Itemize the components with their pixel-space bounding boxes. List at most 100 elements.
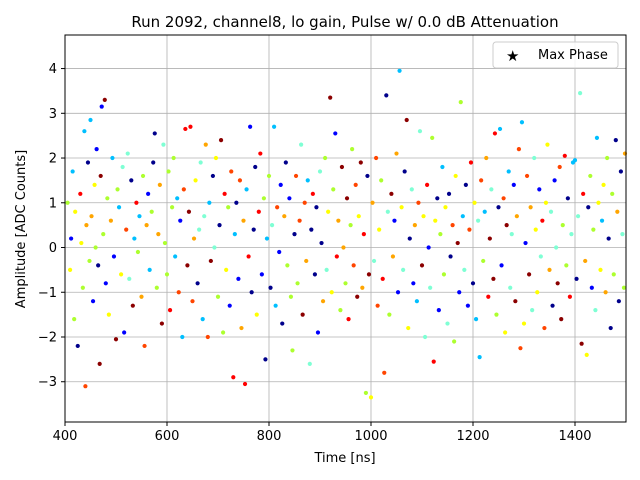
data-point [151, 160, 156, 165]
data-point [382, 370, 387, 375]
data-point [110, 155, 115, 161]
data-point [108, 218, 113, 223]
data-point [78, 191, 83, 196]
data-point [183, 126, 188, 132]
data-point [360, 285, 365, 290]
data-point [170, 205, 175, 210]
data-point [530, 308, 535, 313]
data-point [254, 312, 259, 317]
data-point [538, 254, 543, 259]
data-point [205, 334, 210, 340]
data-point [101, 231, 106, 237]
plot-frame [64, 34, 627, 423]
data-point [374, 155, 379, 161]
data-point [468, 160, 474, 165]
data-point [550, 303, 555, 308]
data-point [565, 196, 570, 201]
data-point [82, 129, 87, 134]
data-point [333, 131, 338, 136]
data-point [280, 321, 285, 326]
data-point [605, 155, 610, 161]
data-point [401, 267, 406, 272]
data-point [314, 205, 319, 210]
data-point [416, 200, 421, 205]
data-point [142, 343, 147, 349]
data-point [601, 182, 606, 187]
data-points [65, 68, 628, 400]
data-point [244, 187, 249, 192]
data-point [385, 209, 390, 214]
data-point [598, 267, 603, 272]
data-point [428, 285, 433, 290]
data-point [248, 124, 253, 129]
data-point [80, 285, 85, 290]
data-point [441, 272, 447, 277]
data-point [365, 173, 370, 179]
data-point [499, 263, 504, 268]
data-point [181, 187, 186, 192]
data-point [390, 254, 396, 259]
data-point [97, 361, 102, 366]
data-point [426, 245, 431, 250]
data-point [440, 164, 445, 170]
data-point [277, 249, 282, 255]
y-tick-label: −3 [38, 375, 57, 390]
data-point [356, 214, 361, 219]
data-point [285, 263, 290, 268]
data-point [234, 200, 239, 205]
y-tick-label: 0 [49, 241, 57, 256]
data-point [147, 267, 152, 272]
legend-label: Max Phase [538, 48, 608, 63]
data-point [178, 218, 183, 223]
data-point [395, 290, 401, 295]
data-point [200, 317, 205, 322]
data-point [180, 334, 185, 340]
data-point [119, 272, 124, 277]
x-tick-label: 1000 [354, 429, 387, 444]
data-point [384, 93, 389, 98]
data-point [85, 160, 91, 165]
data-point [458, 100, 463, 105]
data-point [258, 151, 263, 156]
data-point [87, 258, 92, 264]
data-point [176, 290, 181, 295]
data-point [193, 178, 198, 183]
data-point [430, 135, 435, 140]
data-point [224, 267, 229, 272]
y-tick-label: 1 [49, 196, 57, 211]
data-point [173, 254, 178, 259]
data-point [282, 214, 287, 219]
data-point [159, 321, 164, 326]
data-point [210, 173, 215, 179]
data-point [69, 236, 74, 241]
data-point [157, 182, 162, 187]
data-point [231, 375, 236, 380]
data-point [492, 131, 498, 136]
data-point [494, 312, 499, 317]
data-point [111, 254, 117, 259]
data-point [603, 290, 608, 295]
data-point [487, 236, 492, 241]
data-point [452, 339, 457, 344]
data-point [83, 384, 88, 389]
data-point [572, 158, 578, 163]
data-point [578, 91, 583, 96]
data-point [588, 173, 593, 179]
data-point [212, 245, 217, 250]
data-point [288, 294, 294, 299]
data-point [446, 191, 452, 196]
data-point [414, 299, 419, 304]
data-point [96, 263, 101, 268]
data-point [249, 290, 254, 295]
data-point [94, 146, 99, 152]
data-point [363, 390, 368, 396]
data-point [375, 303, 380, 308]
data-point [134, 200, 139, 205]
data-point [371, 258, 377, 264]
data-point [513, 299, 518, 304]
data-point [377, 227, 382, 232]
data-point [120, 164, 125, 170]
data-point [195, 281, 200, 286]
